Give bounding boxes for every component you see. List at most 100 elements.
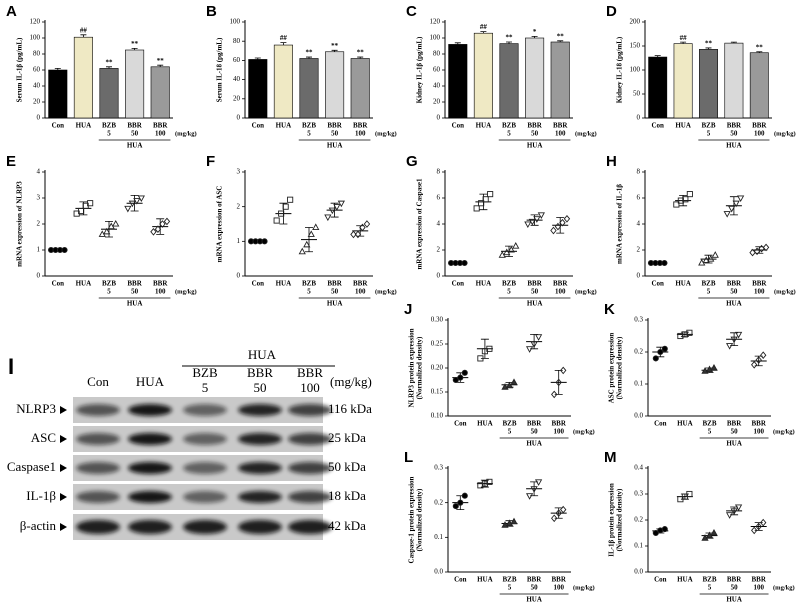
dose-label: 5 (107, 130, 111, 138)
column-label: Con (87, 374, 109, 389)
data-point (551, 390, 558, 399)
dose-unit: (mg/kg) (773, 584, 795, 591)
data-point (328, 207, 336, 215)
data-point (154, 225, 162, 234)
x-tick-label: BBR (127, 122, 142, 130)
blot-band (76, 433, 120, 445)
dose-label: 5 (507, 130, 511, 138)
dose-unit: (mg/kg) (773, 428, 795, 435)
x-tick-label: HUA (276, 280, 292, 288)
dose-label: 50 (730, 288, 738, 296)
y-axis-label: Caspase-1 protein expression (408, 476, 416, 563)
error-bar (705, 47, 712, 50)
x-tick-label: HUA (476, 122, 492, 130)
panel: A Serum IL-1β (pg/mL) 0 20 40 60 80 100 120 Con HU… (6, 3, 197, 150)
error-bar (105, 221, 113, 238)
y-tick-label: 120 (430, 18, 441, 26)
panel-letter: M (604, 449, 617, 466)
data-point (710, 363, 718, 371)
data-point (725, 512, 734, 519)
y-tick-label: 40 (33, 82, 41, 90)
row-arrow (60, 493, 67, 501)
y-tick-label: 0.2 (634, 348, 643, 356)
blot-band (76, 491, 120, 503)
x-tick-label: BBR (353, 122, 368, 130)
dose-label: 100 (753, 584, 764, 592)
y-tick-label: 80 (233, 37, 241, 45)
data-point (550, 226, 557, 235)
y-tick-label: 3 (237, 168, 241, 176)
bar (125, 49, 145, 119)
data-point (124, 205, 132, 213)
x-tick-label: BZB (302, 122, 316, 130)
data-point (354, 230, 362, 239)
y-tick-label: 2 (437, 246, 441, 254)
y-tick-label: 0.2 (434, 498, 443, 506)
data-point (163, 217, 171, 226)
x-tick-label: BBR (551, 576, 566, 584)
data-point (461, 259, 468, 267)
blot-band (288, 433, 332, 445)
dose-label: 50 (730, 130, 738, 138)
bar (273, 44, 293, 119)
data-point (661, 259, 668, 267)
y-axis-label: (Normalized density) (616, 336, 624, 399)
y-tick-label: 2 (237, 202, 241, 210)
dose-unit: (mg/kg) (330, 374, 372, 389)
significance-label: ** (131, 40, 139, 48)
panel-letter: G (406, 153, 418, 170)
y-tick-label: 0.10 (431, 412, 444, 420)
panel-letter: H (606, 153, 617, 170)
error-bar (130, 195, 139, 212)
blot-band (183, 404, 227, 416)
y-tick-label: 0.1 (634, 380, 643, 388)
y-tick-label: 0.30 (431, 316, 444, 324)
data-point (686, 490, 693, 498)
data-point (652, 529, 659, 537)
dose-label: 5 (307, 130, 311, 138)
blot-band (183, 520, 227, 534)
x-tick-label: BBR (727, 420, 742, 428)
data-point (560, 505, 567, 514)
dose-label: 50 (731, 584, 739, 592)
y-axis-label: (Normalized density) (416, 488, 424, 551)
blot-band (128, 491, 172, 503)
data-point (307, 230, 315, 237)
data-point (728, 205, 736, 213)
x-tick-label: BBR (553, 122, 568, 130)
row-arrow (60, 464, 67, 472)
data-point (673, 201, 680, 208)
data-point (537, 212, 545, 219)
x-tick-label: BBR (551, 420, 566, 428)
panel-letter: K (604, 301, 615, 318)
panel-letter: A (6, 3, 17, 20)
data-point (702, 256, 710, 263)
blot-band (238, 491, 282, 503)
error-bar (106, 66, 112, 69)
x-tick-label: BZB (502, 576, 516, 584)
y-tick-label: 80 (433, 50, 441, 58)
y-tick-label: 100 (230, 18, 241, 26)
dose-label: 5 (508, 584, 512, 592)
x-tick-label: Con (651, 122, 664, 130)
dose-label: 100 (553, 428, 564, 436)
data-point (755, 356, 762, 364)
bar (499, 43, 519, 119)
error-bar (680, 41, 687, 44)
dose-label: 100 (555, 130, 566, 138)
panel-letter: E (6, 153, 16, 170)
data-point (755, 522, 762, 531)
group-label: HUA (726, 300, 742, 308)
y-tick-label: 2 (37, 220, 41, 228)
bar (99, 68, 119, 119)
bar (473, 32, 493, 119)
column-label: BZB (192, 365, 218, 380)
y-tick-label: 80 (33, 50, 41, 58)
x-tick-label: BZB (701, 122, 715, 130)
panel-letter: D (606, 3, 617, 20)
dose-unit: (mg/kg) (774, 130, 796, 137)
data-point (530, 486, 538, 493)
data-point (760, 518, 767, 527)
y-tick-label: 0.3 (634, 490, 643, 498)
